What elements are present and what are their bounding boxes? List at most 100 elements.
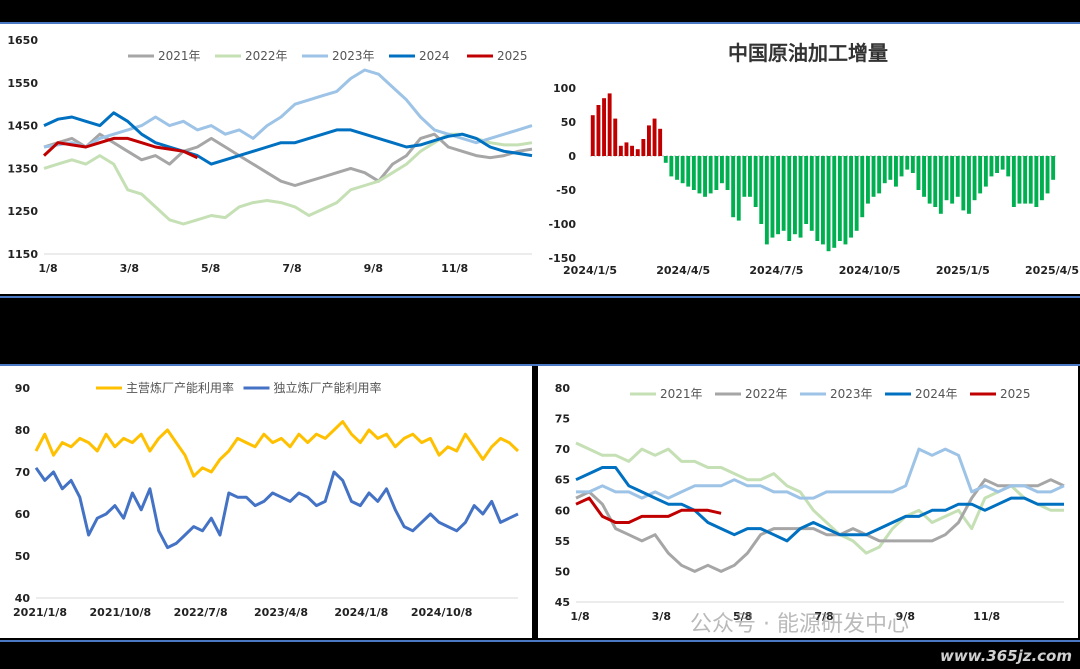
x-tick-label: 2023/4/8: [254, 606, 308, 619]
bar-56: [905, 156, 910, 170]
bar-70: [983, 156, 988, 187]
bar-12: [658, 128, 663, 156]
bar-43: [832, 156, 837, 248]
bar-1: [596, 105, 601, 156]
y-tick-label: 75: [555, 413, 570, 426]
y-tick-label: -150: [548, 252, 576, 265]
bar-14: [669, 156, 674, 177]
bar-55: [899, 156, 904, 177]
bar-71: [989, 156, 994, 177]
watermark: 公众号 · 能源研发中心: [690, 612, 909, 637]
bar-62: [938, 156, 943, 214]
bar-79: [1034, 156, 1039, 207]
x-tick-label: 2024/7/5: [749, 264, 803, 277]
bar-63: [944, 156, 949, 201]
bar-52: [882, 156, 887, 184]
y-tick-label: 0: [568, 150, 576, 163]
bar-69: [978, 156, 983, 194]
series-line-3: [43, 111, 533, 166]
chart-4-panel: 45 50 55 60 65 70 75 80 1/8 3/8 5/8 7/8 9/8 11/8 2021年…: [538, 366, 1078, 638]
bar-33: [776, 156, 780, 235]
series-line-1: [34, 466, 519, 550]
bar-53: [888, 156, 893, 180]
bottom-divider: [0, 640, 1080, 642]
bar-22: [714, 156, 719, 190]
bar-41: [821, 156, 825, 245]
bar-0: [590, 115, 595, 156]
bar-27: [742, 156, 747, 197]
x-tick-label: 1/8: [38, 262, 57, 275]
x-tick-label: 1/8: [570, 610, 589, 623]
y-tick-label: -100: [548, 218, 576, 231]
x-tick-label: 2021/10/8: [90, 606, 152, 619]
series-line-1: [43, 132, 533, 226]
bar-8: [635, 149, 640, 156]
bar-34: [781, 156, 786, 231]
x-tick-label: 5/8: [733, 610, 752, 623]
bar-4: [613, 118, 618, 156]
legend-label-4: 2025: [497, 49, 528, 63]
bar-7: [630, 145, 634, 156]
bar-26: [736, 156, 741, 221]
series-line-0: [575, 441, 1064, 555]
bar-67: [967, 156, 971, 214]
x-tick-label: 2024/1/8: [334, 606, 388, 619]
bar-10: [647, 125, 651, 156]
legend-label-1: 2022年: [745, 387, 788, 401]
y-tick-label: 100: [553, 82, 576, 95]
chart-3: 40 50 60 70 80 90 2021/1/8 2021/10/8 2022/7/8 202…: [13, 380, 520, 619]
bar-37: [798, 156, 803, 238]
bar-21: [708, 156, 713, 194]
y-tick-label: 80: [555, 382, 571, 395]
x-tick-label: 7/8: [282, 262, 301, 275]
y-tick-label: 55: [555, 535, 570, 548]
y-tick-label: 80: [15, 424, 31, 437]
bar-75: [1011, 156, 1016, 207]
bar-45: [843, 156, 848, 245]
legend-label-0: 2021年: [660, 387, 703, 401]
bar-15: [675, 156, 679, 180]
legend-label-0: 主营炼厂产能利用率: [126, 380, 234, 395]
legend-label-0: 2021年: [158, 49, 201, 63]
bar-24: [725, 156, 730, 190]
y-tick-label: -50: [556, 184, 576, 197]
bar-61: [933, 156, 938, 207]
bar-20: [703, 156, 707, 197]
series-line-4: [575, 496, 722, 524]
y-tick-label: 45: [555, 596, 570, 609]
bar-60: [927, 156, 932, 204]
bar-68: [972, 156, 977, 201]
y-tick-label: 50: [555, 565, 571, 578]
bar-42: [826, 156, 831, 252]
bar-30: [759, 156, 764, 224]
bar-80: [1040, 156, 1044, 201]
x-tick-label: 2022/7/8: [174, 606, 228, 619]
x-tick-label: 3/8: [120, 262, 139, 275]
chart-3-panel: 40 50 60 70 80 90 2021/1/8 2021/10/8 2022/7/8 202…: [0, 366, 532, 638]
bar-23: [720, 156, 724, 184]
chart-4: 45 50 55 60 65 70 75 80 1/8 3/8 5/8 7/8 9/8 11/8 2021年…: [555, 382, 1065, 623]
y-tick-label: 60: [555, 504, 571, 517]
bar-64: [950, 156, 955, 204]
x-tick-label: 9/8: [896, 610, 915, 623]
bar-44: [837, 156, 842, 241]
legend-label-1: 2022年: [245, 49, 288, 63]
y-tick-label: 1450: [7, 120, 38, 133]
bar-29: [753, 156, 758, 207]
bar-57: [910, 156, 915, 173]
y-tick-label: 1650: [7, 34, 38, 47]
y-tick-label: 1350: [7, 162, 38, 175]
x-tick-label: 2024/1/5: [563, 264, 617, 277]
bar-49: [866, 156, 870, 204]
series-line-3: [575, 466, 1064, 543]
legend-label-3: 2024年: [915, 387, 958, 401]
x-tick-label: 7/8: [814, 610, 833, 623]
series-line-2: [576, 447, 1065, 500]
chart-2-panel: 中国原油加工增量 100 50 0 -50 -100 -150 2024/1/5 2024/4/…: [538, 24, 1080, 294]
bar-38: [804, 156, 809, 224]
bar-16: [680, 156, 685, 184]
bar-9: [641, 139, 646, 156]
bar-39: [809, 156, 814, 231]
bar-2: [602, 98, 606, 156]
y-tick-label: 1150: [7, 248, 38, 261]
